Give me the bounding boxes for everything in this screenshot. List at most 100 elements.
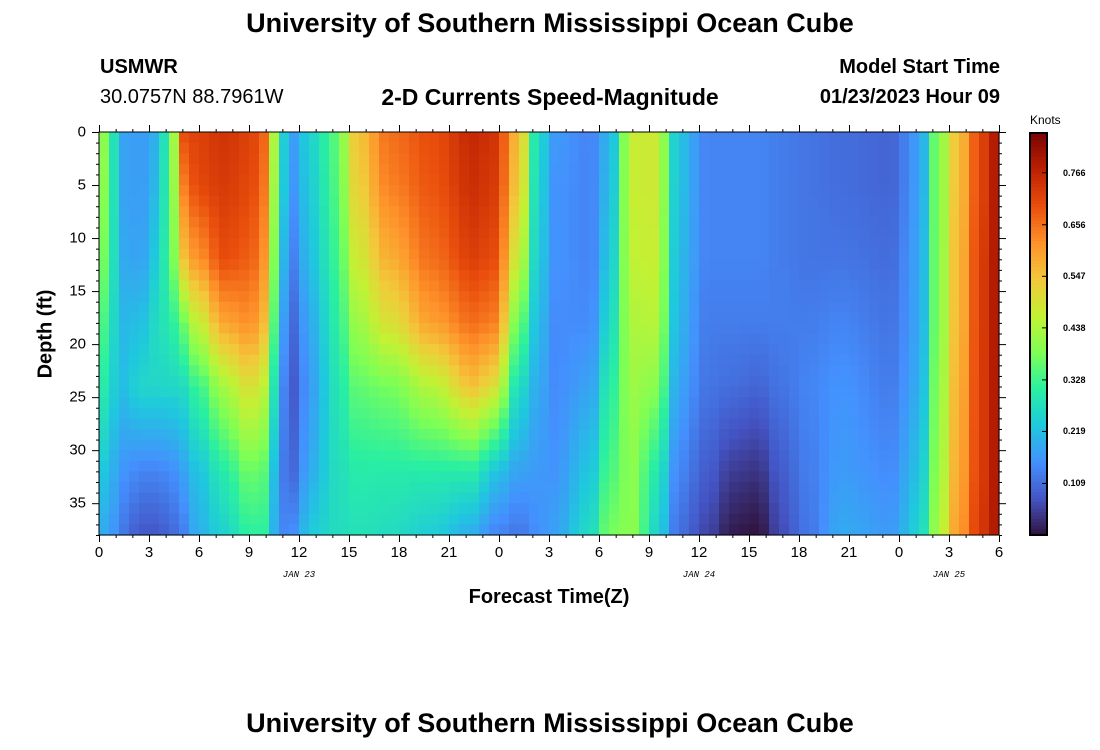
heatmap-cell bbox=[889, 195, 900, 207]
heatmap-cell bbox=[759, 418, 770, 430]
heatmap-cell bbox=[619, 195, 630, 207]
heatmap-cell bbox=[429, 439, 440, 451]
heatmap-cell bbox=[559, 471, 570, 483]
heatmap-cell bbox=[819, 450, 830, 462]
heatmap-cell bbox=[409, 344, 420, 356]
heatmap-cell bbox=[709, 460, 720, 472]
heatmap-cell bbox=[439, 492, 450, 504]
heatmap-cell bbox=[249, 407, 260, 419]
heatmap-cell bbox=[509, 174, 520, 186]
heatmap-cell bbox=[119, 238, 130, 250]
heatmap-cell bbox=[729, 238, 740, 250]
heatmap-cell bbox=[659, 524, 670, 536]
heatmap-cell bbox=[439, 269, 450, 282]
heatmap-cell bbox=[249, 354, 260, 366]
heatmap-cell bbox=[469, 418, 480, 430]
heatmap-cell bbox=[149, 418, 160, 430]
heatmap-cell bbox=[479, 163, 490, 176]
heatmap-cell bbox=[159, 216, 170, 229]
heatmap-cell bbox=[679, 312, 690, 324]
heatmap-cell bbox=[199, 153, 210, 165]
heatmap-cell bbox=[199, 206, 210, 218]
heatmap-cell bbox=[829, 397, 840, 409]
colorbar-swatch bbox=[1030, 370, 1047, 375]
heatmap-cell bbox=[119, 439, 130, 451]
heatmap-cell bbox=[419, 216, 430, 229]
heatmap-cell bbox=[759, 301, 770, 313]
heatmap-cell bbox=[549, 450, 560, 462]
heatmap-cell bbox=[639, 312, 650, 324]
heatmap-cell bbox=[279, 153, 290, 165]
heatmap-cell bbox=[549, 259, 560, 271]
heatmap-cell bbox=[319, 238, 330, 250]
heatmap-cell bbox=[719, 503, 730, 515]
heatmap-cell bbox=[899, 524, 910, 536]
heatmap-cell bbox=[899, 153, 910, 165]
heatmap-cell bbox=[269, 227, 280, 239]
heatmap-cell bbox=[689, 460, 700, 472]
heatmap-cell bbox=[519, 312, 530, 324]
heatmap-cell bbox=[749, 354, 760, 366]
heatmap-cell bbox=[349, 439, 360, 451]
heatmap-cell bbox=[559, 524, 570, 536]
heatmap-cell bbox=[709, 503, 720, 515]
heatmap-cell bbox=[809, 386, 820, 398]
heatmap-cell bbox=[619, 322, 630, 335]
heatmap-cell bbox=[159, 227, 170, 239]
heatmap-cell bbox=[919, 142, 930, 154]
heatmap-cell bbox=[349, 238, 360, 250]
heatmap-cell bbox=[589, 248, 600, 260]
heatmap-cell bbox=[979, 428, 990, 441]
heatmap-cell bbox=[449, 301, 460, 313]
heatmap-cell bbox=[509, 407, 520, 419]
heatmap-cell bbox=[399, 291, 410, 303]
heatmap-cell bbox=[379, 407, 390, 419]
colorbar-title: Knots bbox=[1030, 113, 1061, 127]
colorbar-swatch bbox=[1030, 451, 1047, 456]
heatmap-cell bbox=[869, 333, 880, 345]
heatmap-cell bbox=[429, 322, 440, 335]
heatmap-cell bbox=[249, 450, 260, 462]
heatmap-cell bbox=[599, 195, 610, 207]
heatmap-cell bbox=[239, 153, 250, 165]
heatmap-cell bbox=[119, 450, 130, 462]
heatmap-cell bbox=[419, 344, 430, 356]
heatmap-cell bbox=[819, 259, 830, 271]
heatmap-cell bbox=[339, 450, 350, 462]
heatmap-cell bbox=[849, 259, 860, 271]
heatmap-cell bbox=[599, 513, 610, 525]
heatmap-cell bbox=[399, 354, 410, 366]
heatmap-cell bbox=[729, 185, 740, 197]
heatmap-cell bbox=[149, 397, 160, 409]
heatmap-cell bbox=[989, 439, 1000, 451]
heatmap-cell bbox=[849, 185, 860, 197]
heatmap-cell bbox=[119, 174, 130, 186]
heatmap-cell bbox=[689, 132, 700, 144]
heatmap-cell bbox=[949, 450, 960, 462]
heatmap-cell bbox=[849, 397, 860, 409]
heatmap-cell bbox=[629, 132, 640, 144]
heatmap-cell bbox=[709, 174, 720, 186]
heatmap-cell bbox=[269, 481, 280, 494]
colorbar-swatch bbox=[1030, 213, 1047, 218]
heatmap-cell bbox=[179, 248, 190, 260]
heatmap-cell bbox=[929, 227, 940, 239]
heatmap-cell bbox=[309, 174, 320, 186]
heatmap-cell bbox=[209, 301, 220, 313]
heatmap-cell bbox=[829, 333, 840, 345]
heatmap-cell bbox=[449, 428, 460, 441]
heatmap-cell bbox=[769, 365, 780, 377]
heatmap-cell bbox=[299, 492, 310, 504]
heatmap-cell bbox=[799, 407, 810, 419]
heatmap-cell bbox=[739, 312, 750, 324]
heatmap-cell bbox=[639, 386, 650, 398]
heatmap-cell bbox=[739, 439, 750, 451]
heatmap-cell bbox=[639, 418, 650, 430]
heatmap-cell bbox=[349, 301, 360, 313]
heatmap-cell bbox=[459, 386, 470, 398]
heatmap-cell bbox=[379, 386, 390, 398]
heatmap-cell bbox=[699, 481, 710, 494]
heatmap-cell bbox=[469, 386, 480, 398]
colorbar-swatch bbox=[1030, 230, 1047, 235]
heatmap-cell bbox=[399, 142, 410, 154]
